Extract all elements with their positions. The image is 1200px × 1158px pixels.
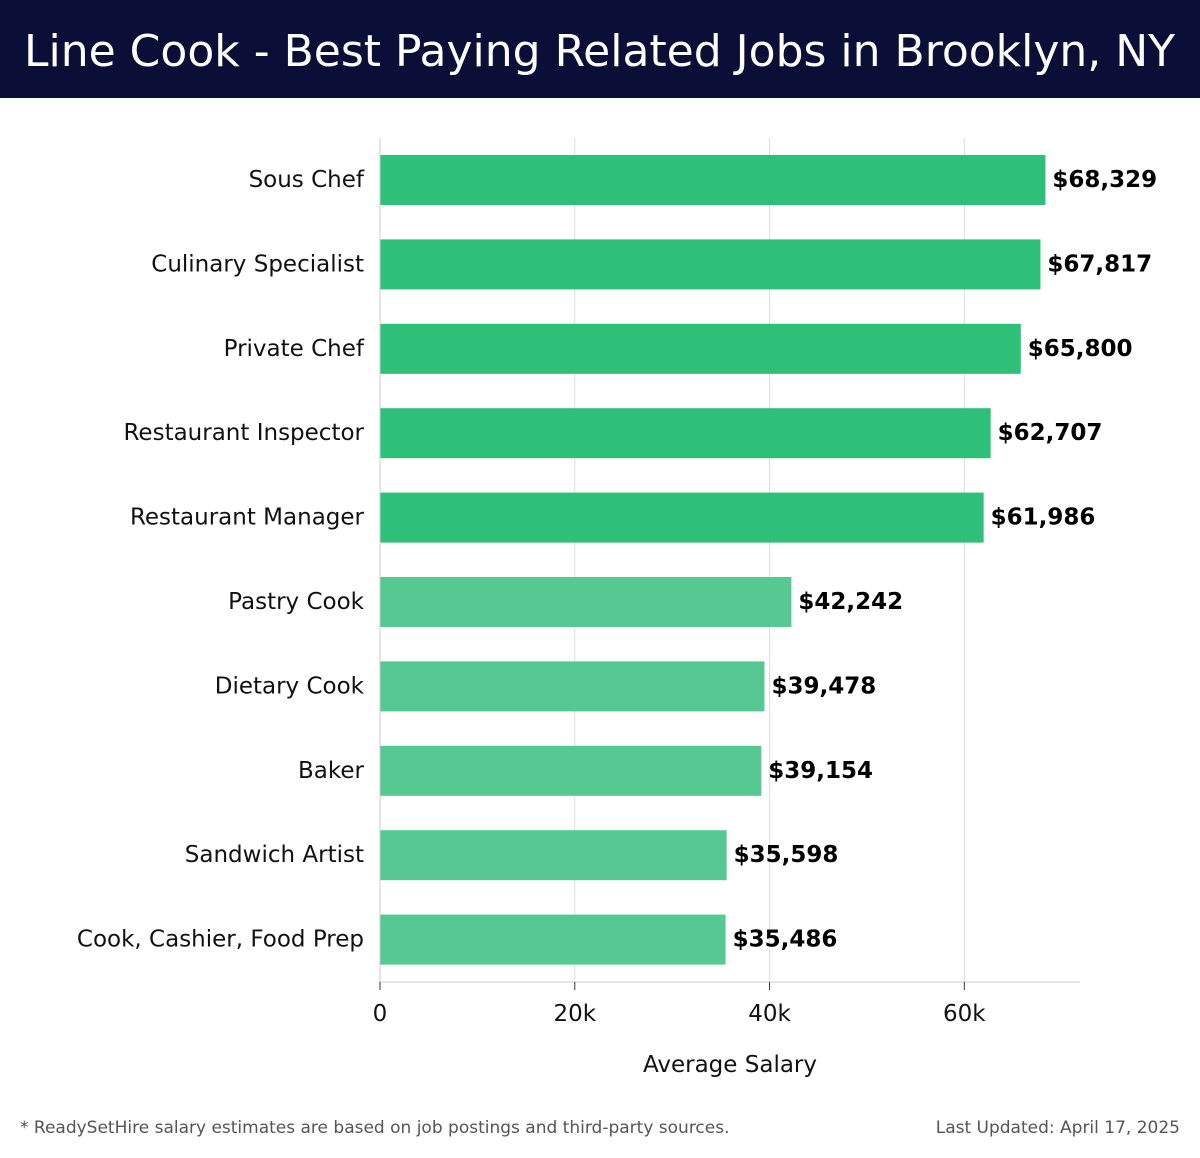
salary-bar-chart: Sous Chef Culinary Specialist Private Chef…	[77, 138, 1158, 1078]
category-label: Baker	[298, 758, 365, 784]
category-label: Private Chef	[224, 336, 365, 362]
bar	[380, 492, 984, 543]
bar	[380, 577, 792, 627]
value-label: $35,486	[733, 927, 838, 953]
value-label: $65,800	[1028, 336, 1133, 362]
bar	[380, 830, 727, 881]
bar	[380, 661, 765, 712]
x-axis: 0 20k 40k 60k Average Salary	[373, 138, 1080, 1078]
page-title: Line Cook - Best Paying Related Jobs in …	[24, 26, 1176, 77]
tick-label: 0	[373, 1001, 388, 1027]
x-axis-title: Average Salary	[643, 1052, 817, 1078]
category-labels: Sous Chef Culinary Specialist Private Chef…	[77, 167, 365, 953]
bar	[380, 745, 762, 796]
tick-label: 40k	[748, 1001, 791, 1027]
category-label: Dietary Cook	[215, 673, 365, 699]
footer-note: * ReadySetHire salary estimates are base…	[20, 1118, 730, 1138]
category-label: Culinary Specialist	[151, 251, 364, 277]
value-label: $68,329	[1052, 167, 1157, 193]
value-label: $61,986	[991, 505, 1096, 531]
category-label: Restaurant Inspector	[123, 420, 364, 446]
bar	[380, 914, 726, 965]
category-label: Pastry Cook	[228, 589, 365, 615]
last-updated: Last Updated: April 17, 2025	[935, 1118, 1180, 1138]
value-label: $67,817	[1047, 251, 1152, 277]
tick-label: 60k	[943, 1001, 986, 1027]
value-label: $39,478	[771, 673, 876, 699]
value-labels: $68,329 $67,817 $65,800 $62,707 $61,986 $42,2…	[733, 167, 1158, 953]
title-banner: Line Cook - Best Paying Related Jobs in …	[0, 0, 1200, 98]
category-label: Sous Chef	[249, 167, 365, 193]
category-label: Cook, Cashier, Food Prep	[77, 927, 364, 953]
bar	[380, 408, 991, 459]
value-label: $39,154	[768, 758, 873, 784]
bar	[380, 239, 1041, 290]
bar	[380, 155, 1046, 205]
tick-label: 20k	[553, 1001, 596, 1027]
bars	[380, 155, 1046, 965]
bar	[380, 323, 1021, 374]
category-label: Restaurant Manager	[130, 505, 365, 531]
value-label: $62,707	[998, 420, 1103, 446]
value-label: $42,242	[798, 589, 903, 615]
category-label: Sandwich Artist	[185, 842, 364, 868]
value-label: $35,598	[734, 842, 839, 868]
